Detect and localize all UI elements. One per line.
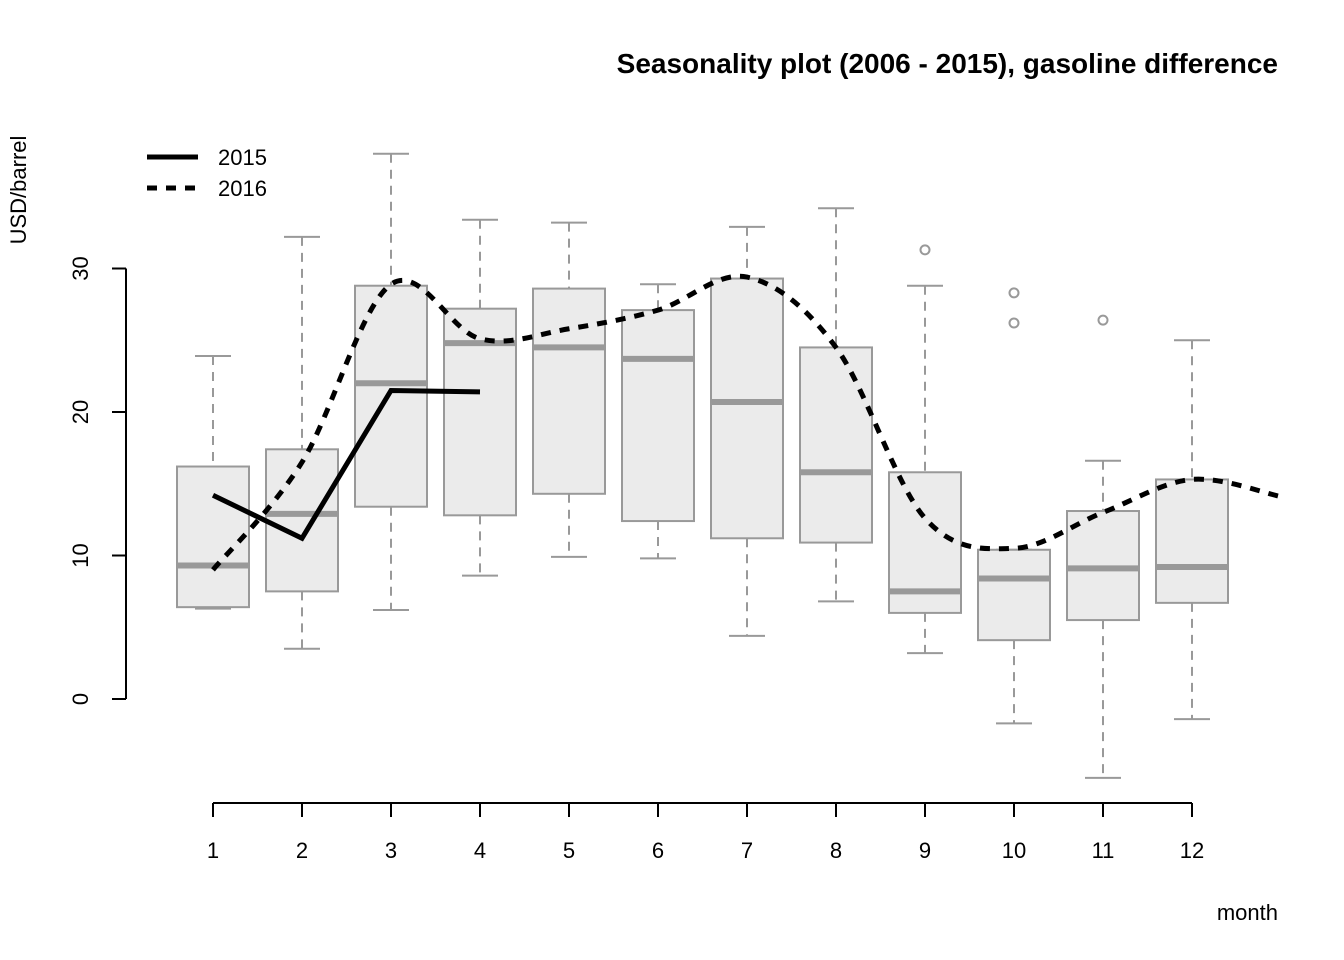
x-tick-label: 3: [385, 838, 397, 863]
y-axis: 0 10 20 30: [68, 256, 127, 705]
iqr-box: [1155, 478, 1229, 604]
x-tick-label: 7: [741, 838, 753, 863]
x-tick-label: 2: [296, 838, 308, 863]
series-line-2016: [211, 273, 1282, 572]
x-axis-label: month: [1217, 900, 1278, 925]
box-month-11: [1066, 314, 1140, 779]
y-tick-label: 10: [68, 543, 93, 567]
iqr-box: [799, 346, 873, 544]
x-tick-label: 12: [1180, 838, 1204, 863]
chart-title: Seasonality plot (2006 - 2015), gasoline…: [617, 48, 1278, 79]
box-month-9: [888, 244, 962, 655]
x-tick-label: 10: [1002, 838, 1026, 863]
iqr-box: [710, 277, 784, 540]
box-month-7: [710, 225, 784, 637]
iqr-box: [265, 448, 339, 593]
y-tick-label: 0: [68, 693, 93, 705]
box-month-8: [799, 207, 873, 603]
y-tick-label: 20: [68, 400, 93, 424]
box-month-12: [1155, 339, 1229, 721]
legend: 2015 2016: [147, 145, 267, 201]
x-tick-label: 8: [830, 838, 842, 863]
box-month-10: [977, 287, 1051, 725]
x-tick-label: 5: [563, 838, 575, 863]
box-month-6: [621, 283, 695, 560]
outlier-point: [1097, 314, 1109, 326]
box-month-1: [176, 355, 250, 610]
x-tick-label: 9: [919, 838, 931, 863]
x-axis: 1 2 3 4 5 6 7 8 9 10 11 12: [207, 802, 1204, 863]
iqr-box: [532, 287, 606, 495]
x-tick-label: 1: [207, 838, 219, 863]
iqr-box: [354, 284, 428, 508]
boxplot-layer: [176, 152, 1229, 779]
outlier-point: [919, 244, 931, 256]
x-tick-label: 11: [1092, 838, 1115, 863]
x-tick-label: 4: [474, 838, 486, 863]
series-lines-layer: [211, 273, 1282, 572]
series-line-2015: [211, 387, 481, 542]
box-month-3: [354, 152, 428, 612]
box-month-5: [532, 221, 606, 558]
y-tick-label: 30: [68, 256, 93, 280]
outlier-point: [1008, 287, 1020, 299]
legend-label-2016: 2016: [218, 176, 267, 201]
outlier-point: [1008, 317, 1020, 329]
box-month-4: [443, 218, 517, 577]
y-axis-label: USD/barrel: [6, 136, 31, 245]
iqr-box: [977, 548, 1051, 642]
box-month-2: [265, 235, 339, 650]
iqr-box: [621, 309, 695, 523]
x-tick-label: 6: [652, 838, 664, 863]
iqr-box: [176, 465, 250, 609]
legend-label-2015: 2015: [218, 145, 267, 170]
